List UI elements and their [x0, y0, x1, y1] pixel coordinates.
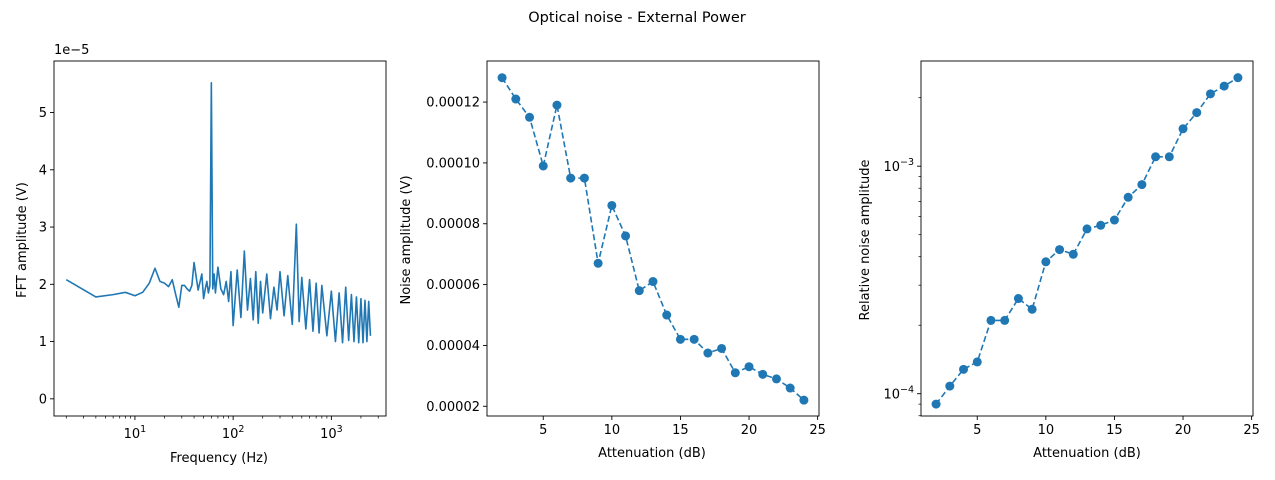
series-line — [501, 77, 805, 401]
data-point — [799, 395, 809, 405]
data-point — [945, 381, 955, 391]
data-point — [1068, 249, 1078, 259]
x-tick-label: 25 — [809, 423, 826, 438]
data-point — [1096, 220, 1106, 230]
axes-frame — [486, 60, 820, 417]
y-tick-label: 5 — [39, 106, 47, 121]
data-point — [675, 334, 685, 344]
x-axis-label: Frequency (Hz) — [170, 451, 268, 466]
data-point — [758, 369, 768, 379]
y-tick-label: 0.00002 — [426, 400, 480, 415]
data-point — [1151, 152, 1161, 162]
data-point — [1164, 152, 1174, 162]
x-axis-label: Attenuation (dB) — [598, 446, 706, 461]
data-point — [1027, 304, 1037, 314]
data-point — [1233, 73, 1243, 83]
x-tick-label: 20 — [1175, 423, 1192, 438]
y-offset-label: 1e−5 — [54, 43, 89, 58]
data-point — [566, 173, 576, 183]
data-point — [1041, 257, 1051, 267]
y-axis-label: Relative noise amplitude — [858, 160, 873, 321]
data-point — [771, 374, 781, 384]
data-point — [986, 315, 996, 325]
x-tick-label: 5 — [973, 423, 981, 438]
y-tick-label: 0.00012 — [426, 96, 480, 111]
data-point — [634, 286, 644, 296]
data-point — [1192, 108, 1202, 118]
plot-area — [487, 61, 819, 416]
x-tick-label: 10 — [1038, 423, 1055, 438]
data-point — [525, 112, 535, 122]
y-axis-label: Noise amplitude (V) — [399, 175, 414, 304]
x-axis-label: Attenuation (dB) — [1033, 446, 1141, 461]
data-point — [1000, 315, 1010, 325]
data-point — [1055, 245, 1065, 255]
figure-title: Optical noise - External Power — [528, 10, 745, 26]
x-tick-label: 5 — [539, 423, 547, 438]
y-tick-label: 4 — [39, 163, 47, 178]
data-point — [607, 200, 617, 210]
axes-frame — [53, 60, 387, 417]
data-point — [931, 399, 941, 409]
data-point — [648, 277, 658, 287]
subplot-relative-noise: Attenuation (dB) Relative noise amplitud… — [858, 60, 1260, 461]
y-tick-label: 0.00010 — [426, 156, 480, 171]
plot-area — [921, 61, 1253, 416]
data-point — [538, 161, 548, 171]
x-tick-label: 102 — [222, 424, 245, 442]
data-point — [785, 383, 795, 393]
x-tick-label: 101 — [124, 424, 147, 442]
plot-area — [54, 61, 386, 416]
data-point — [552, 100, 562, 110]
y-tick-label: 0.00006 — [426, 278, 480, 293]
subplot-fft: Frequency (Hz) FFT amplitude (V) 1e−5 10… — [15, 43, 387, 466]
x-tick-label: 10 — [604, 423, 621, 438]
data-point — [744, 362, 754, 372]
data-point — [1109, 215, 1119, 225]
data-point — [1123, 192, 1133, 202]
x-tick-label: 103 — [320, 424, 343, 442]
data-point — [1219, 81, 1229, 91]
subplot-noise-amplitude: Attenuation (dB) Noise amplitude (V) 5 10… — [399, 60, 826, 461]
data-point — [497, 73, 507, 83]
axes-frame — [920, 60, 1254, 417]
x-tick-label: 15 — [672, 423, 689, 438]
data-point — [1178, 124, 1188, 134]
data-point — [579, 173, 589, 183]
data-point — [1137, 180, 1147, 190]
data-point — [689, 334, 699, 344]
x-tick-label: 20 — [741, 423, 758, 438]
data-point — [593, 258, 603, 268]
data-point — [730, 368, 740, 378]
y-tick-label: 0 — [39, 392, 47, 407]
y-tick-label: 0.00008 — [426, 217, 480, 232]
data-point — [1205, 89, 1215, 99]
data-point — [1082, 224, 1092, 234]
data-point — [703, 348, 713, 358]
y-tick-label: 1 — [39, 335, 47, 350]
y-tick-label: 10−3 — [883, 157, 914, 175]
data-point — [959, 364, 969, 374]
y-axis-label: FFT amplitude (V) — [15, 182, 30, 298]
data-point — [717, 343, 727, 353]
y-tick-label: 10−4 — [883, 385, 914, 403]
y-tick-label: 3 — [39, 221, 47, 236]
data-point — [972, 357, 982, 367]
series-line — [65, 81, 372, 344]
data-point — [511, 94, 521, 104]
x-tick-label: 15 — [1106, 423, 1123, 438]
x-tick-label: 25 — [1243, 423, 1260, 438]
data-point — [1013, 294, 1023, 304]
y-tick-label: 2 — [39, 278, 47, 293]
data-point — [662, 310, 672, 320]
y-tick-label: 0.00004 — [426, 339, 480, 354]
data-point — [621, 231, 631, 241]
